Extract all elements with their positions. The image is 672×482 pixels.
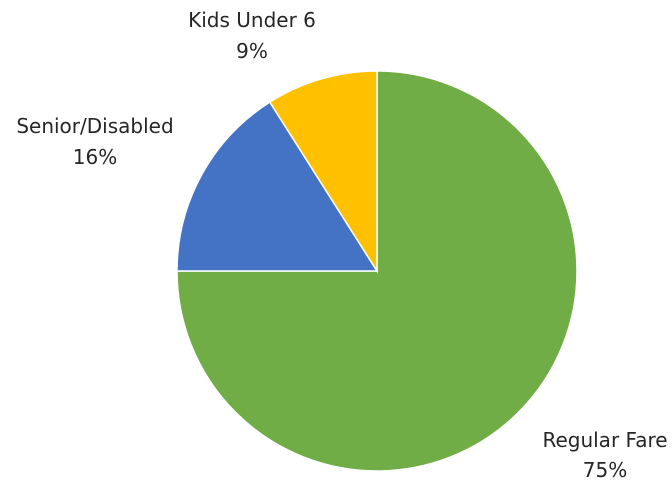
pie-slices — [176, 70, 578, 472]
slice-percent-label: 9% — [236, 39, 268, 63]
pie-slice-senior-disabled — [176, 101, 379, 272]
slice-percent-label: 16% — [73, 145, 117, 169]
pie-labels: Regular Fare 75% Senior/Disabled 16% Kid… — [16, 8, 667, 482]
slice-name-label: Regular Fare — [542, 428, 667, 452]
slice-percent-label: 75% — [583, 458, 627, 482]
pie-slice-regular-fare — [176, 70, 578, 472]
slice-name-label: Senior/Disabled — [16, 114, 173, 138]
pie-slice-kids-under-6 — [268, 70, 378, 274]
slice-name-label: Kids Under 6 — [188, 8, 316, 32]
